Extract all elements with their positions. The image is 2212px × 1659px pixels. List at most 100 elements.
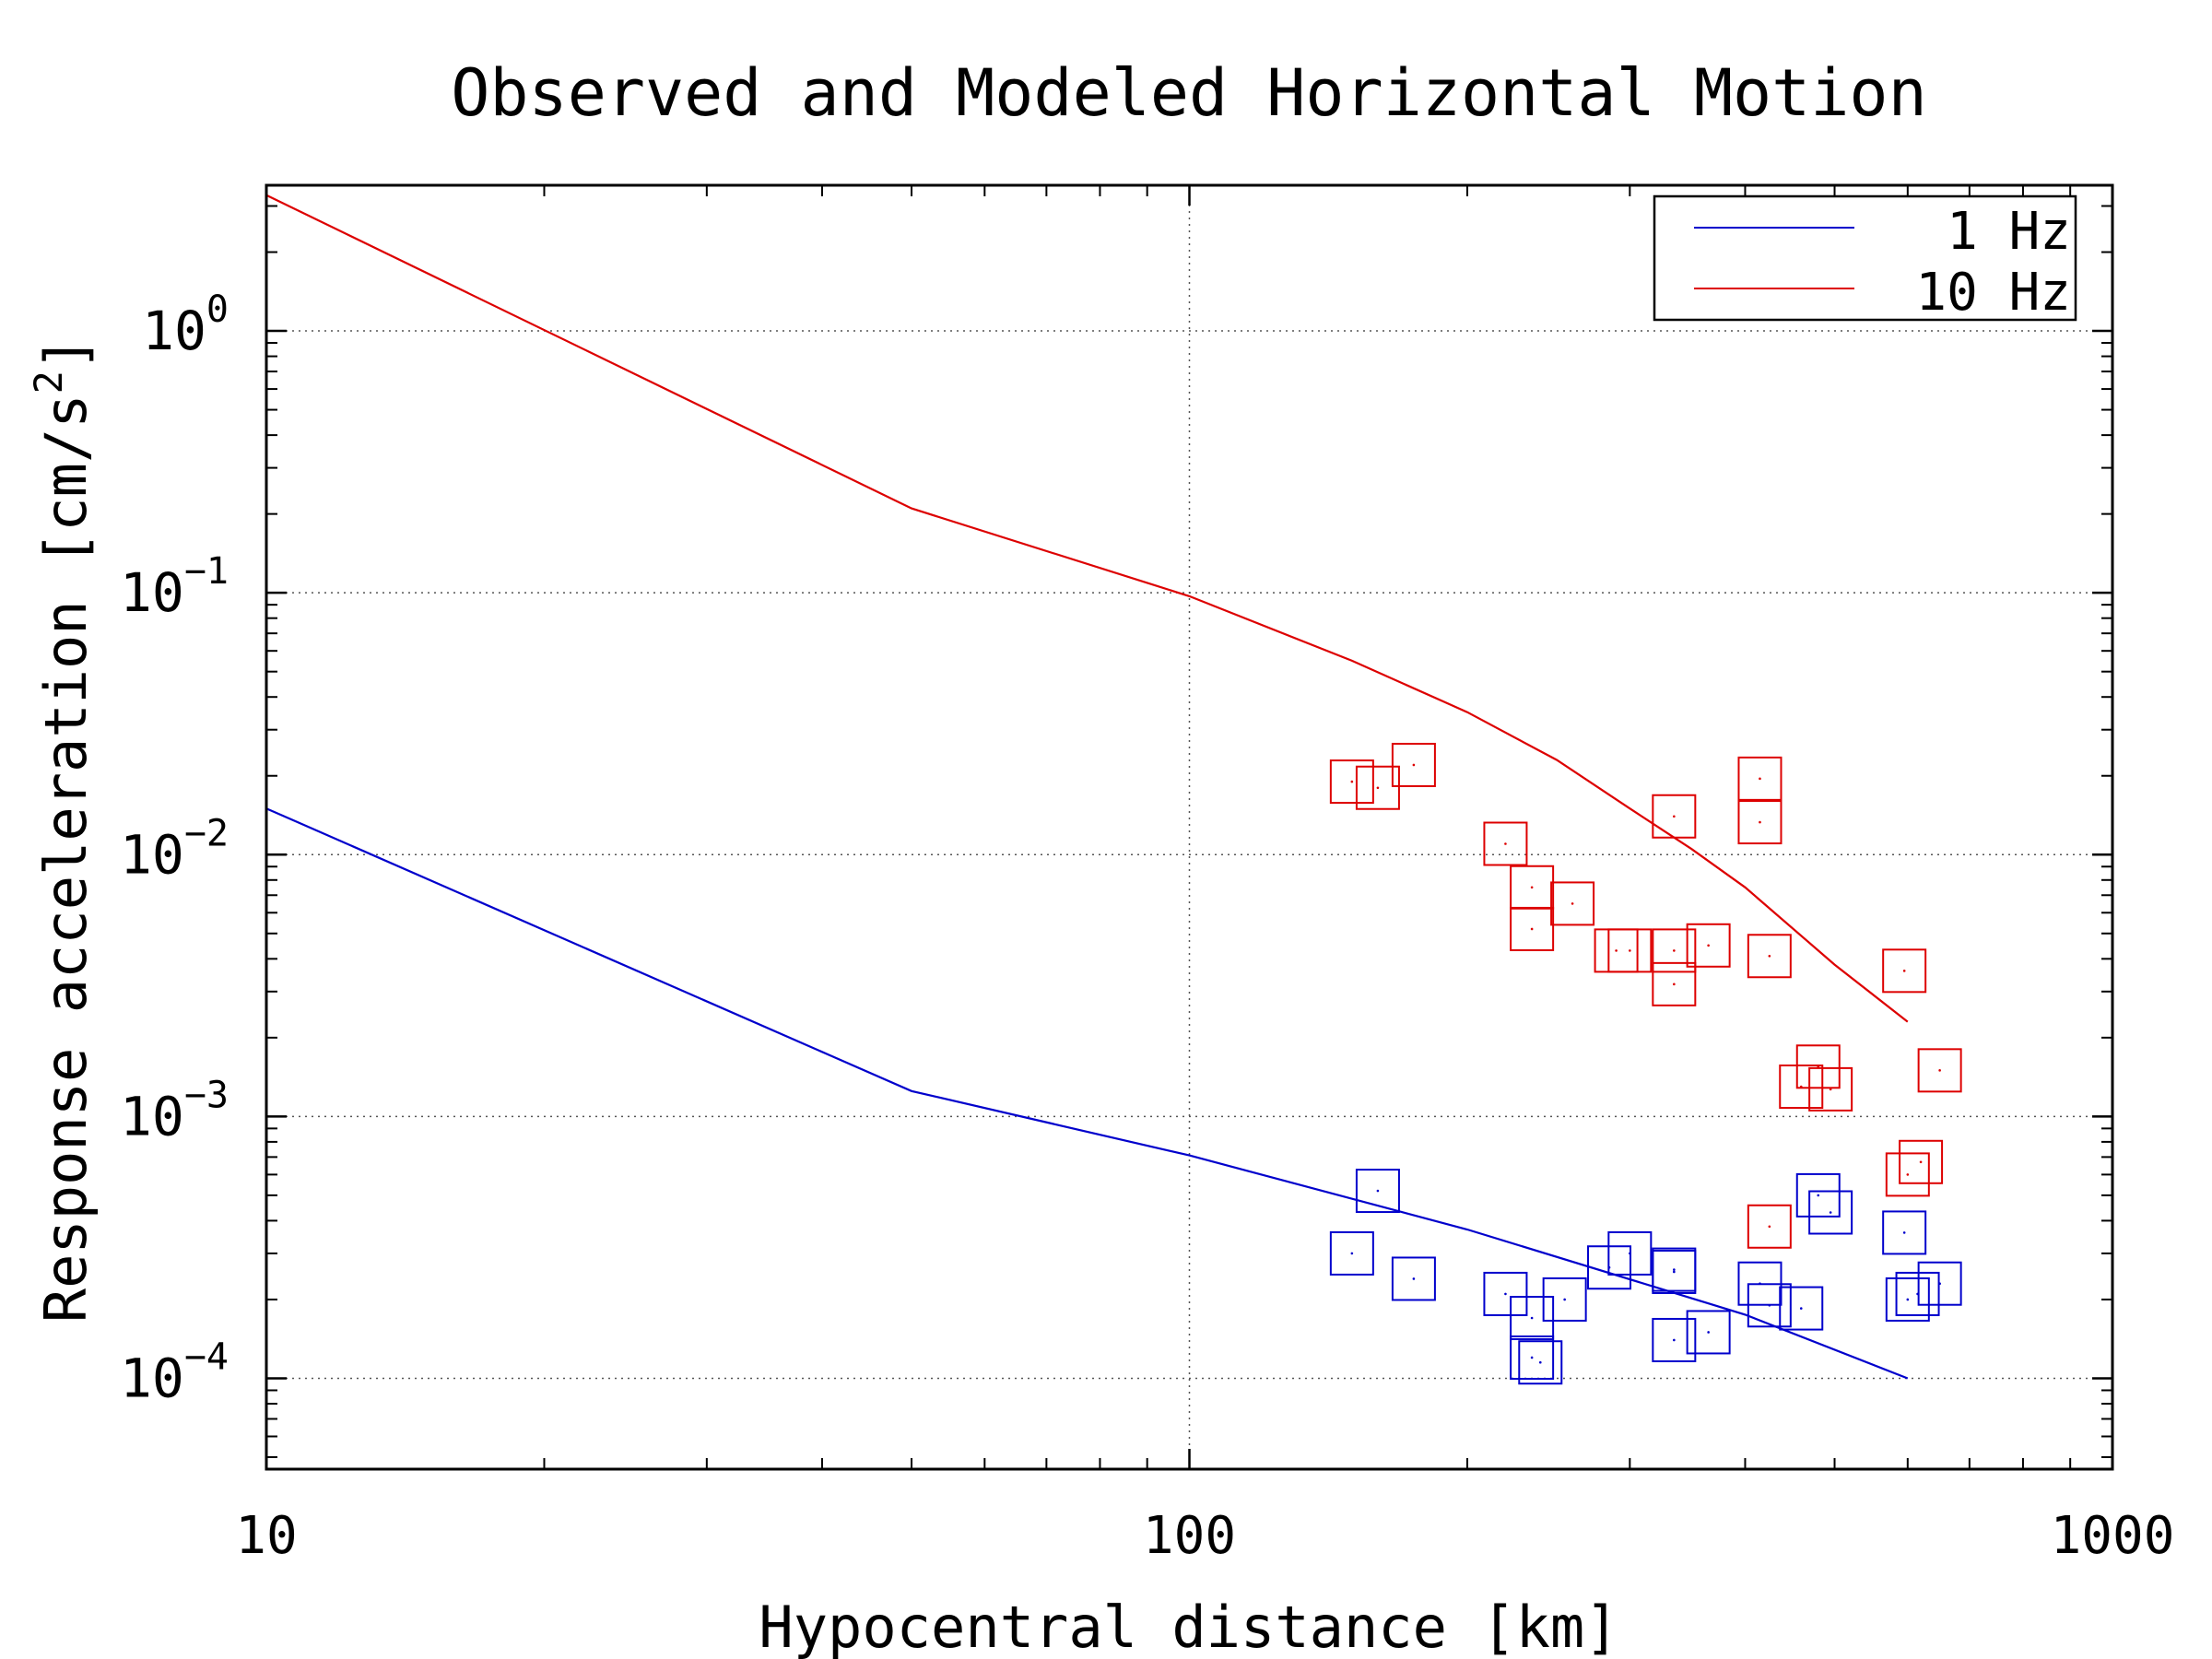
- observed-point-center-1hz: [1768, 1303, 1771, 1307]
- y-axis-label-end: ]: [32, 336, 100, 371]
- observed-point-center-10hz: [1759, 777, 1761, 781]
- observed-point-10hz: [1355, 765, 1400, 810]
- observed-point-center-1hz: [1673, 1270, 1676, 1274]
- y-axis-label-superscript: 2: [26, 371, 71, 394]
- legend-label-10hz: 10 Hz: [1915, 263, 2071, 323]
- observed-point-center-10hz: [1350, 780, 1354, 783]
- observed-point-10hz: [1747, 934, 1792, 979]
- chart-title: Observed and Modeled Horizontal Motion: [451, 55, 1926, 131]
- legend: 1 Hz 10 Hz: [1653, 194, 2077, 323]
- observed-point-10hz: [1607, 928, 1653, 973]
- legend-label-1hz: 1 Hz: [1947, 202, 2071, 262]
- y-tick-label-exponent: −3: [184, 1074, 229, 1116]
- observed-point-1hz: [1391, 1256, 1436, 1301]
- observed-point-center-10hz: [1938, 1069, 1941, 1072]
- y-tick-label-base: 10: [120, 561, 184, 624]
- observed-point-center-1hz: [1673, 1338, 1676, 1342]
- y-tick-label-exponent: 0: [206, 288, 229, 331]
- observed-point-1hz: [1510, 1296, 1555, 1341]
- y-axis-label-main: Response acceleration [cm/s: [32, 394, 100, 1323]
- observed-point-center-1hz: [1829, 1211, 1832, 1214]
- x-tick-label: 100: [1143, 1506, 1236, 1566]
- plot-frame: [265, 183, 2114, 1471]
- model-line-10hz: [265, 194, 1909, 1023]
- observed-point-1hz: [1795, 1172, 1841, 1218]
- y-tick-label-exponent: −4: [184, 1335, 229, 1378]
- observed-point-10hz: [1329, 759, 1374, 805]
- observed-point-center-10hz: [1530, 886, 1534, 889]
- observed-point-center-1hz: [1938, 1282, 1941, 1286]
- observed-point-center-1hz: [1563, 1298, 1566, 1301]
- series-10hz: [265, 194, 1962, 1249]
- observed-point-10hz: [1391, 742, 1436, 787]
- observed-point-10hz: [1510, 906, 1555, 951]
- observed-point-center-10hz: [1629, 949, 1631, 952]
- y-tick-label-base: 10: [120, 1347, 184, 1409]
- x-axis-label: Hypocentral distance [km]: [759, 1594, 1618, 1659]
- observed-point-1hz: [1483, 1271, 1528, 1316]
- observed-point-10hz: [1550, 881, 1595, 926]
- y-tick-label-exponent: −1: [184, 550, 229, 593]
- y-tick-label: 100: [142, 288, 229, 362]
- observed-point-center-10hz: [1906, 1173, 1910, 1176]
- observed-point-center-1hz: [1412, 1277, 1416, 1280]
- observed-point-center-10hz: [1673, 982, 1676, 986]
- observed-point-center-1hz: [1350, 1252, 1354, 1255]
- observed-point-10hz: [1737, 756, 1783, 801]
- observed-point-center-10hz: [1902, 970, 1906, 972]
- observed-point-1hz: [1895, 1271, 1940, 1316]
- y-tick-label: 10−3: [120, 1074, 229, 1147]
- observed-point-center-1hz: [1902, 1231, 1906, 1234]
- observed-point-10hz: [1483, 821, 1528, 866]
- observed-point-center-10hz: [1707, 944, 1710, 947]
- observed-point-center-1hz: [1673, 1268, 1676, 1271]
- observed-point-center-10hz: [1615, 949, 1618, 952]
- observed-point-center-1hz: [1906, 1298, 1910, 1301]
- y-axis-label: Response acceleration [cm/s2]: [26, 336, 100, 1323]
- observed-point-1hz: [1917, 1261, 1962, 1306]
- observed-point-center-1hz: [1376, 1189, 1380, 1193]
- observed-point-1hz: [1329, 1230, 1374, 1276]
- series-1hz: [265, 807, 1962, 1385]
- y-tick-label: 10−1: [120, 550, 229, 624]
- observed-point-center-10hz: [1768, 1225, 1771, 1229]
- observed-point-center-1hz: [1629, 1252, 1631, 1255]
- observed-point-1hz: [1542, 1277, 1587, 1322]
- y-tick-label: 10−4: [120, 1335, 229, 1409]
- x-tick-label: 1000: [2051, 1506, 2175, 1566]
- observed-point-center-10hz: [1768, 954, 1771, 958]
- observed-point-10hz: [1652, 961, 1697, 1006]
- observed-point-1hz: [1607, 1230, 1653, 1276]
- x-tick-labels: 10 100 1000: [235, 1506, 2174, 1566]
- observed-point-10hz: [1917, 1048, 1962, 1093]
- observed-point-1hz: [1652, 1249, 1697, 1294]
- observed-point-center-10hz: [1504, 842, 1507, 845]
- y-tick-label-base: 10: [120, 823, 184, 886]
- observed-point-10hz: [1885, 1152, 1930, 1197]
- y-tick-label: 10−2: [120, 812, 229, 886]
- observed-point-10hz: [1795, 1044, 1841, 1089]
- observed-point-center-1hz: [1707, 1331, 1710, 1334]
- y-tick-label-base: 10: [142, 300, 206, 362]
- observed-point-center-10hz: [1412, 763, 1416, 767]
- observed-point-10hz: [1899, 1139, 1944, 1184]
- legend-box: [1653, 194, 2077, 322]
- x-tick-label: 10: [235, 1506, 297, 1566]
- series: [265, 194, 1962, 1385]
- grid: [266, 185, 2112, 1469]
- observed-point-1hz: [1882, 1210, 1927, 1255]
- observed-point-center-10hz: [1829, 1088, 1832, 1091]
- observed-point-10hz: [1747, 1204, 1792, 1249]
- observed-point-1hz: [1808, 1190, 1853, 1235]
- observed-point-10hz: [1779, 1064, 1824, 1109]
- observed-point-10hz: [1808, 1066, 1853, 1112]
- observed-point-center-10hz: [1673, 815, 1676, 818]
- observed-point-center-10hz: [1759, 820, 1761, 824]
- observed-point-10hz: [1737, 800, 1783, 845]
- observed-point-1hz: [1686, 1310, 1731, 1355]
- observed-point-center-1hz: [1799, 1307, 1803, 1310]
- observed-point-center-1hz: [1530, 1356, 1534, 1359]
- observed-point-10hz: [1652, 794, 1697, 839]
